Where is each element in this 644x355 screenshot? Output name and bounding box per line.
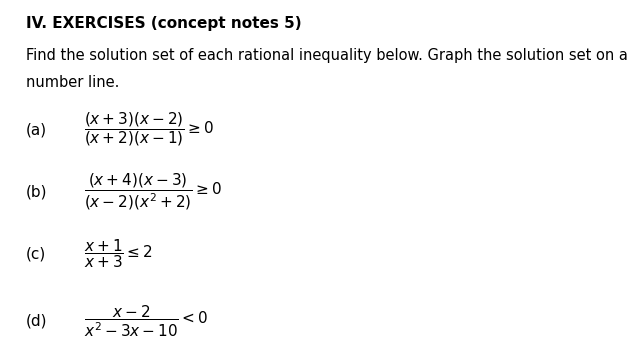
Text: $\dfrac{x + 1}{x + 3} \leq 2$: $\dfrac{x + 1}{x + 3} \leq 2$ (84, 237, 153, 270)
Text: (b): (b) (26, 184, 47, 199)
Text: (a): (a) (26, 122, 47, 137)
Text: (c): (c) (26, 246, 46, 261)
Text: $\dfrac{(x + 3)(x - 2)}{(x + 2)(x - 1)} \geq 0$: $\dfrac{(x + 3)(x - 2)}{(x + 2)(x - 1)} … (84, 111, 214, 148)
Text: $\dfrac{x - 2}{x^2 - 3x - 10} < 0$: $\dfrac{x - 2}{x^2 - 3x - 10} < 0$ (84, 304, 208, 339)
Text: number line.: number line. (26, 75, 119, 89)
Text: (d): (d) (26, 314, 47, 329)
Text: $\dfrac{(x + 4)(x - 3)}{(x - 2)(x^2 + 2)} \geq 0$: $\dfrac{(x + 4)(x - 3)}{(x - 2)(x^2 + 2)… (84, 171, 222, 212)
Text: Find the solution set of each rational inequality below. Graph the solution set : Find the solution set of each rational i… (26, 48, 628, 63)
Text: IV. EXERCISES (concept notes 5): IV. EXERCISES (concept notes 5) (26, 16, 301, 31)
